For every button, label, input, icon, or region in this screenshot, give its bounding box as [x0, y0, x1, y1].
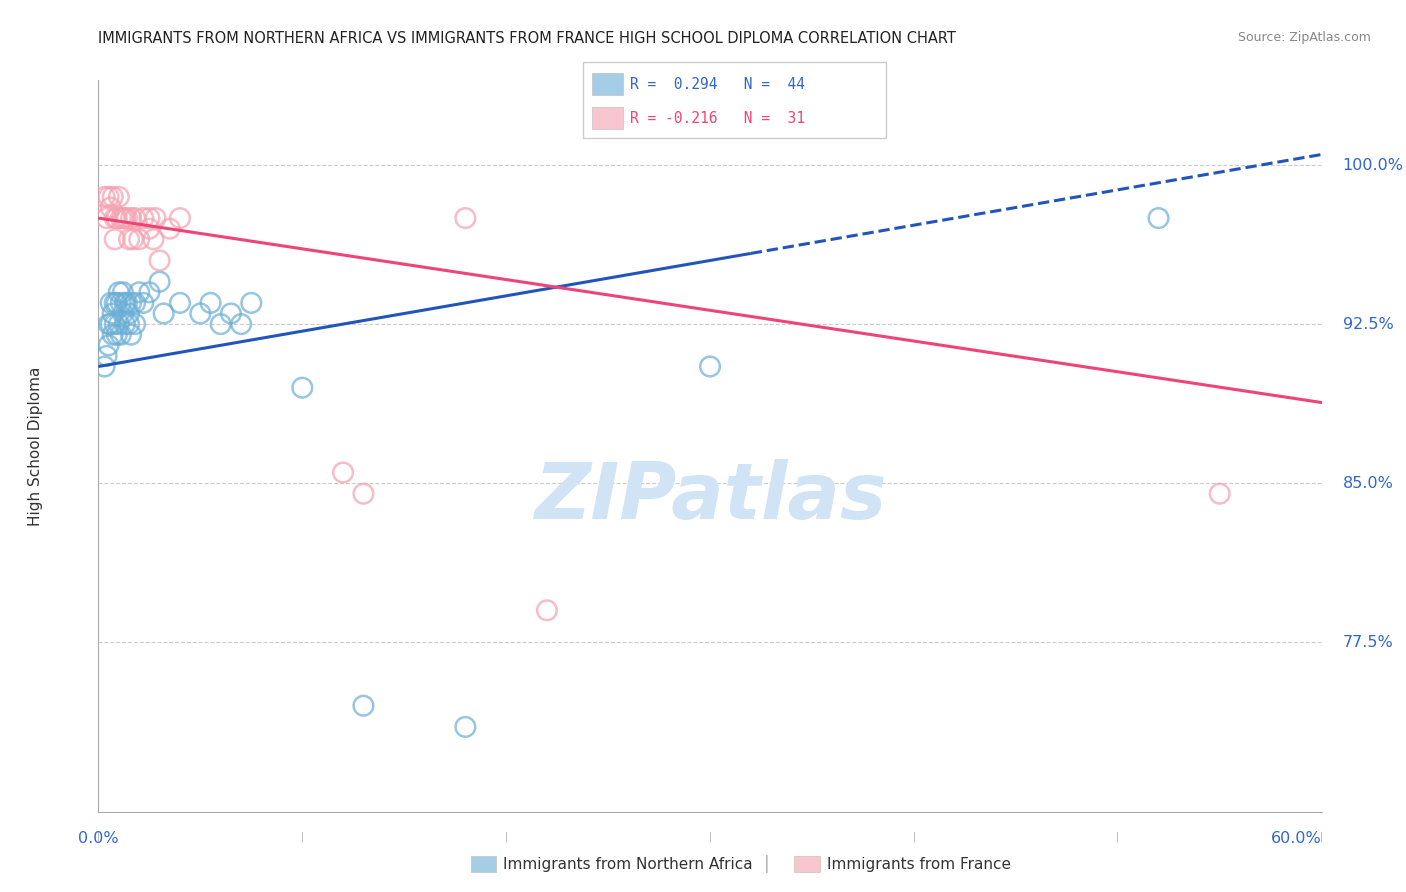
Point: [97, 338, 120, 352]
Point: [120, 296, 142, 310]
Point: [138, 221, 160, 235]
Text: 77.5%: 77.5%: [1343, 634, 1393, 649]
Point: [145, 211, 167, 225]
Point: [219, 306, 242, 320]
Point: [111, 211, 134, 225]
Point: [108, 190, 131, 204]
Text: |: |: [97, 831, 100, 842]
Text: 0.0%: 0.0%: [79, 831, 118, 846]
Point: [115, 296, 138, 310]
Text: Source: ZipAtlas.com: Source: ZipAtlas.com: [1237, 31, 1371, 45]
Text: |: |: [912, 831, 915, 842]
Point: [105, 296, 128, 310]
Point: [138, 211, 160, 225]
Text: Immigrants from France: Immigrants from France: [827, 857, 1011, 871]
Point: [101, 190, 124, 204]
Text: R = -0.216   N =  31: R = -0.216 N = 31: [630, 112, 804, 126]
Point: [209, 317, 232, 331]
Point: [291, 381, 314, 395]
Point: [114, 211, 136, 225]
Text: |: |: [1320, 831, 1323, 842]
Point: [132, 211, 155, 225]
Point: [352, 698, 374, 713]
Point: [124, 296, 146, 310]
Point: [128, 285, 150, 300]
Text: |: |: [709, 831, 711, 842]
Point: [97, 317, 120, 331]
Point: [169, 296, 191, 310]
Text: |: |: [505, 831, 508, 842]
Point: [240, 296, 263, 310]
Point: [200, 296, 222, 310]
Text: High School Diploma: High School Diploma: [28, 367, 42, 525]
Point: [96, 211, 118, 225]
Point: [152, 306, 174, 320]
Point: [104, 211, 127, 225]
Point: [352, 486, 374, 500]
Point: [93, 359, 115, 374]
Point: [124, 317, 146, 331]
Point: [536, 603, 558, 617]
Point: [159, 221, 181, 235]
Point: [115, 211, 138, 225]
Text: 92.5%: 92.5%: [1343, 317, 1393, 332]
Point: [332, 466, 354, 480]
Point: [188, 306, 212, 320]
Point: [110, 327, 132, 342]
Point: [108, 317, 131, 331]
Point: [114, 296, 136, 310]
Point: [110, 211, 132, 225]
Point: [118, 232, 141, 246]
Point: [120, 211, 142, 225]
Point: [118, 317, 141, 331]
Point: [128, 232, 150, 246]
Text: 85.0%: 85.0%: [1343, 475, 1393, 491]
Text: ZIPatlas: ZIPatlas: [534, 459, 886, 535]
Point: [100, 201, 122, 215]
Point: [93, 190, 115, 204]
Point: [104, 296, 127, 310]
Point: [454, 211, 477, 225]
Point: [108, 285, 131, 300]
Point: [120, 327, 142, 342]
Point: [1147, 211, 1170, 225]
Text: 100.0%: 100.0%: [1343, 158, 1403, 172]
Point: [149, 275, 172, 289]
Point: [699, 359, 721, 374]
Text: |: |: [763, 855, 769, 873]
Point: [96, 349, 118, 363]
Text: |: |: [301, 831, 304, 842]
Point: [149, 253, 172, 268]
Point: [111, 285, 134, 300]
Point: [101, 327, 124, 342]
Point: [105, 211, 128, 225]
Point: [132, 296, 155, 310]
Point: [454, 720, 477, 734]
Text: IMMIGRANTS FROM NORTHERN AFRICA VS IMMIGRANTS FROM FRANCE HIGH SCHOOL DIPLOMA CO: IMMIGRANTS FROM NORTHERN AFRICA VS IMMIG…: [98, 31, 956, 46]
Point: [100, 296, 122, 310]
Point: [169, 211, 191, 225]
Point: [122, 232, 145, 246]
Point: [101, 306, 124, 320]
Text: R =  0.294   N =  44: R = 0.294 N = 44: [630, 78, 804, 92]
Point: [110, 296, 132, 310]
Point: [104, 232, 127, 246]
Point: [104, 317, 127, 331]
Point: [114, 317, 136, 331]
Text: |: |: [1116, 831, 1119, 842]
Point: [111, 306, 134, 320]
Point: [1209, 486, 1232, 500]
Point: [231, 317, 253, 331]
Text: Immigrants from Northern Africa: Immigrants from Northern Africa: [503, 857, 754, 871]
Point: [97, 190, 120, 204]
Text: 60.0%: 60.0%: [1271, 831, 1322, 846]
Point: [105, 327, 128, 342]
Point: [100, 317, 122, 331]
Point: [142, 232, 165, 246]
Point: [138, 285, 160, 300]
Point: [118, 306, 141, 320]
Point: [124, 211, 146, 225]
